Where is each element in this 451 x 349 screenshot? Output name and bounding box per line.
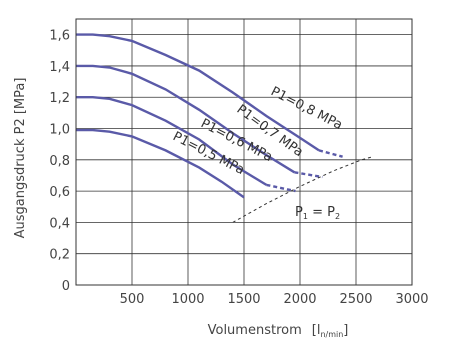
series-line-1 xyxy=(76,64,296,174)
x-tick-label: 2000 xyxy=(283,292,316,307)
y-tick-label: 0,2 xyxy=(49,248,70,263)
x-tick-label: 1500 xyxy=(227,292,260,307)
x-tick-label: 500 xyxy=(120,292,145,307)
x-axis-unit-sub: n/min xyxy=(320,330,343,339)
y-tick-label: 1,6 xyxy=(49,29,70,44)
x-tick-label: 1000 xyxy=(171,292,204,307)
series-extension-0 xyxy=(318,149,343,158)
y-tick-label: 0,4 xyxy=(49,216,70,231)
y-axis-title: Ausgangsdruck P2 [MPa] xyxy=(13,78,28,239)
y-tick-label: 1,4 xyxy=(49,60,70,75)
x-axis-ticks: 500 1000 1500 2000 2500 3000 xyxy=(120,292,429,307)
y-tick-label: 1,0 xyxy=(49,123,70,138)
y-tick-label: 0 xyxy=(62,279,70,294)
x-tick-label: 2500 xyxy=(339,292,372,307)
x-axis-unit-close: ] xyxy=(343,323,348,338)
x-axis-unit-open: [l xyxy=(312,323,321,338)
y-tick-label: 1,2 xyxy=(49,91,70,106)
series-line-3 xyxy=(76,128,245,199)
y-axis-ticks: 0,2 0,4 0,6 0,8 1,0 1,2 1,4 1,6 0 xyxy=(49,29,70,294)
series-line-2 xyxy=(76,96,268,186)
limit-label-p: P xyxy=(295,205,303,220)
series-extension-2 xyxy=(266,183,296,193)
x-axis-title-main: Volumenstrom xyxy=(208,323,302,338)
limit-line-group xyxy=(232,156,373,223)
plot-frame xyxy=(75,18,413,286)
series-line-0 xyxy=(76,33,320,152)
x-tick-label: 3000 xyxy=(395,292,428,307)
limit-label-eq: = P xyxy=(308,205,335,220)
y-tick-label: 0,6 xyxy=(49,185,70,200)
x-axis-title: Volumenstrom [ln/min] xyxy=(208,323,349,339)
limit-label-sub2: 2 xyxy=(335,212,340,221)
limit-label-sub1: 1 xyxy=(303,212,308,221)
y-tick-label: 0,8 xyxy=(49,154,70,169)
series-extension-1 xyxy=(294,171,323,179)
series xyxy=(76,33,343,199)
limit-line-label: P1 = P2 xyxy=(295,205,340,221)
limit-line xyxy=(232,156,373,223)
